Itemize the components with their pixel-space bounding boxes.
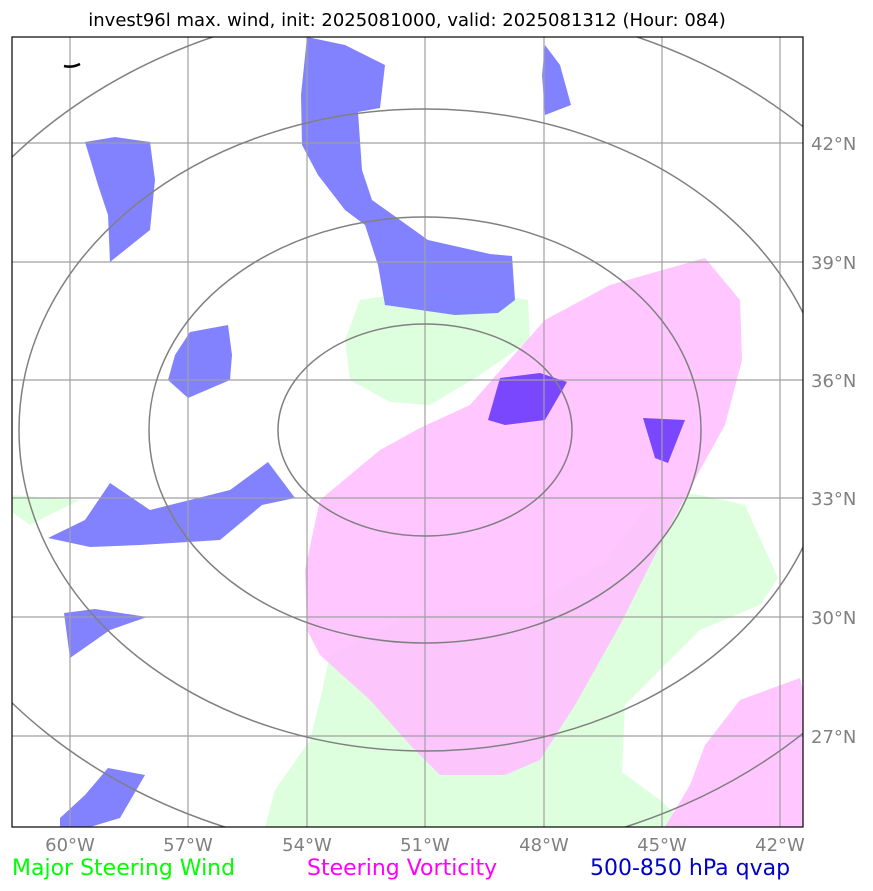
lat-tick-label: 36°N <box>811 371 856 392</box>
qvap-area-center-east[interactable] <box>488 373 567 425</box>
legend-steering-vorticity: Steering Vorticity <box>307 856 497 881</box>
lon-tick-label: 51°W <box>400 835 450 856</box>
lon-tick-labels: 60°W 57°W 54°W 51°W 48°W 45°W 42°W <box>45 835 805 856</box>
vorticity-area-southeast <box>665 678 803 827</box>
lat-tick-label: 27°N <box>811 727 856 748</box>
qvap-area-far-southwest <box>60 768 145 827</box>
lon-tick-label: 48°W <box>519 835 569 856</box>
lon-tick-label: 60°W <box>45 835 95 856</box>
lon-tick-label: 45°W <box>637 835 687 856</box>
legend-qvap: 500-850 hPa qvap <box>590 856 790 881</box>
map-title: invest96l max. wind, init: 2025081000, v… <box>88 10 725 31</box>
qvap-area-west-band <box>48 462 295 547</box>
qvap-area-far-north <box>542 45 571 115</box>
lat-tick-label: 30°N <box>811 608 856 629</box>
range-rings <box>12 37 803 827</box>
range-ring-1 <box>277 323 573 537</box>
lat-tick-label: 39°N <box>811 253 856 274</box>
map-frame <box>11 36 804 828</box>
legend: Major Steering Wind Steering Vorticity 5… <box>12 856 790 881</box>
vorticity-layer <box>305 258 803 827</box>
map-plot-area <box>12 37 803 827</box>
lat-tick-label: 33°N <box>811 489 856 510</box>
range-ring-2 <box>148 216 702 644</box>
vorticity-area-main <box>305 258 742 775</box>
legend-steering-wind: Major Steering Wind <box>12 856 235 881</box>
lat-tick-labels: 42°N 39°N 36°N 33°N 30°N 27°N <box>811 134 856 748</box>
steering-wind-area-north <box>345 290 530 405</box>
qvap-area-southwest <box>64 609 147 658</box>
lon-tick-label: 57°W <box>163 835 213 856</box>
qvap-area-northwest <box>85 137 155 262</box>
lat-tick-label: 42°N <box>811 134 856 155</box>
lon-tick-label: 42°W <box>755 835 805 856</box>
coastline-fragment <box>63 62 81 68</box>
qvap-area-east[interactable] <box>643 418 685 463</box>
range-ring-3 <box>18 108 803 752</box>
lon-tick-label: 54°W <box>282 835 332 856</box>
qvap-area-north-plume <box>301 37 515 315</box>
